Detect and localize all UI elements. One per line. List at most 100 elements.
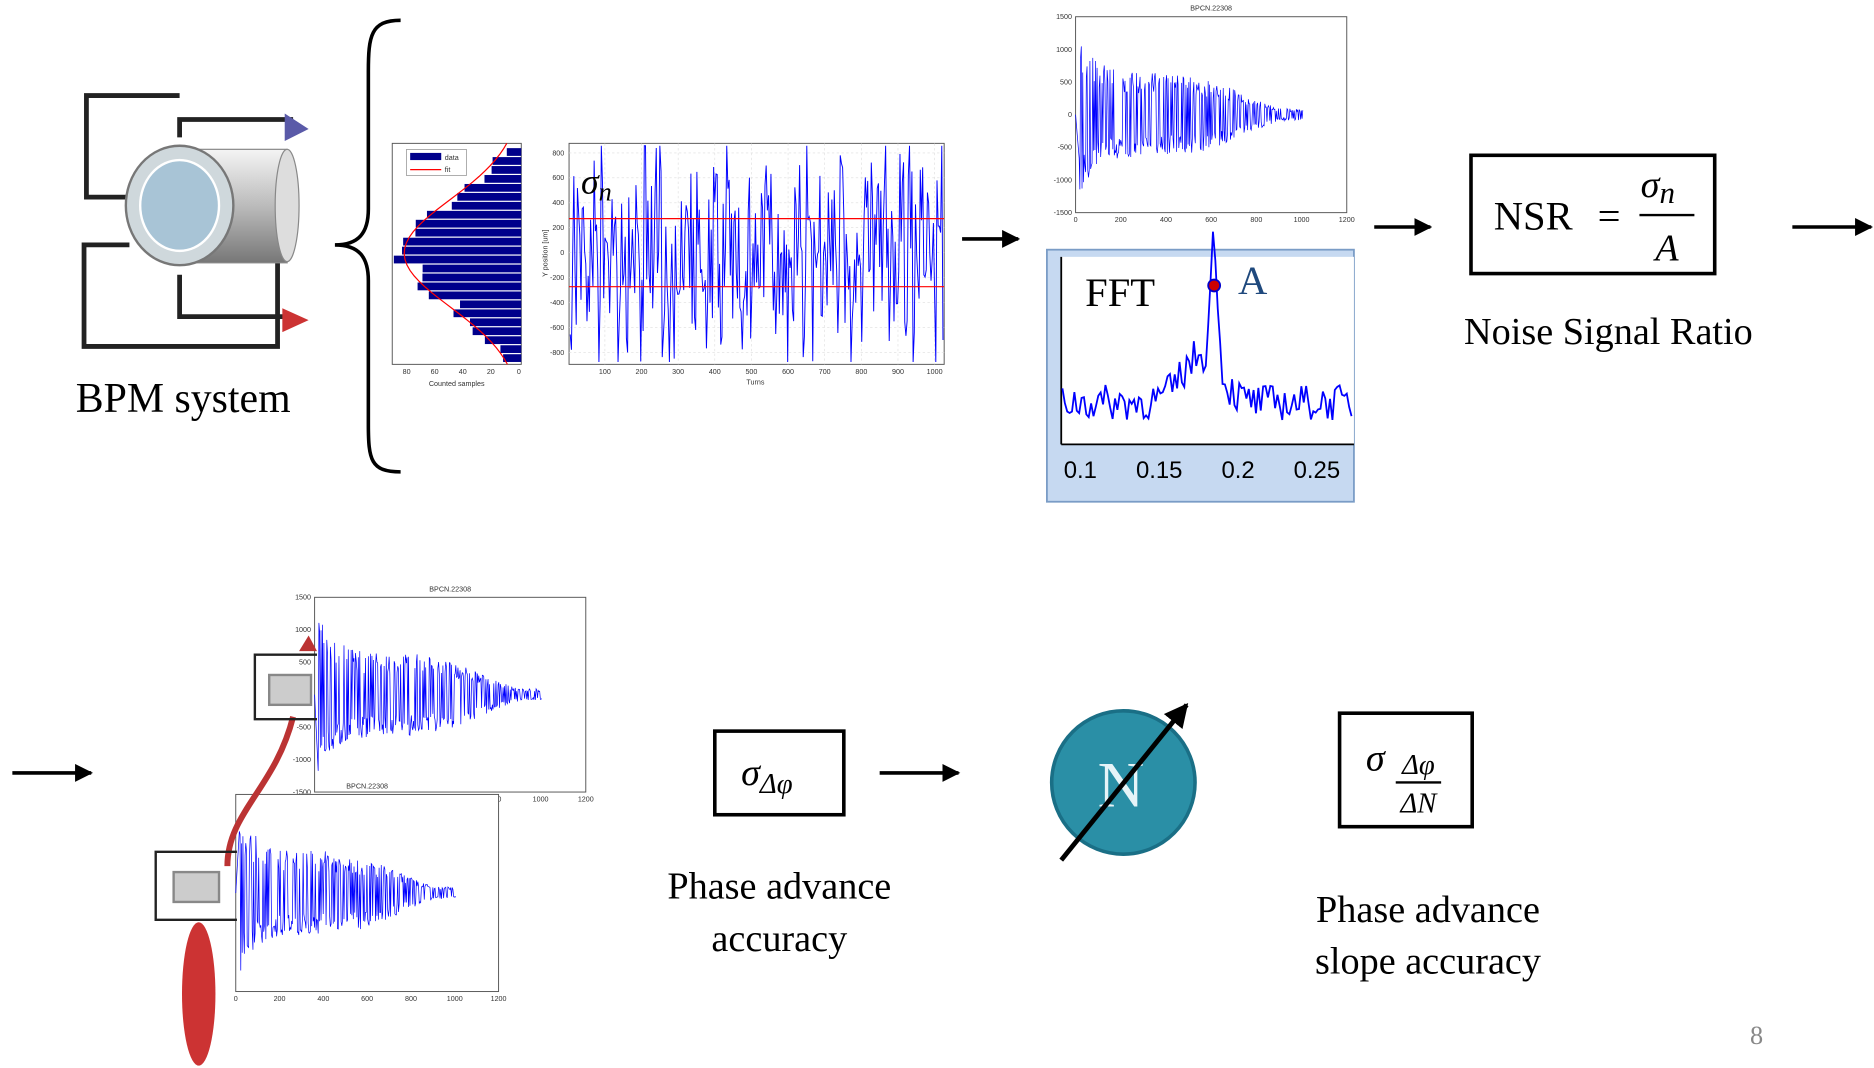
histogram-bar (415, 229, 521, 237)
denominator: ΔN (1399, 787, 1438, 819)
x-tick-label: 0.25 (1294, 457, 1340, 484)
histogram-bar (423, 265, 522, 273)
x-tick-label: 1000 (447, 995, 463, 1003)
nsr-caption: Noise Signal Ratio (1464, 311, 1753, 353)
x-tick-label: 0.1 (1064, 457, 1097, 484)
histogram-bar (460, 300, 521, 308)
x-tick-label: 200 (636, 368, 648, 376)
x-tick-label: 0.15 (1136, 457, 1182, 484)
y-label: Y position [um] (542, 230, 550, 277)
legend-entry: data (445, 154, 459, 162)
symbol: σ (1366, 738, 1387, 780)
x-tick-label: 700 (819, 368, 831, 376)
fft-peak (1208, 280, 1220, 292)
x-label: Turns (746, 379, 764, 387)
y-tick-label: 800 (552, 149, 564, 157)
y-tick-label: 200 (552, 224, 564, 232)
caption: accuracy (711, 918, 847, 960)
y-tick-label: -500 (1058, 144, 1072, 152)
x-tick-label: 400 (317, 995, 329, 1003)
histogram-bar (507, 148, 521, 156)
histogram-bar (418, 283, 522, 291)
y-tick-label: -200 (550, 274, 564, 282)
histogram-bar (416, 220, 522, 228)
x-tick-label: 1200 (578, 796, 594, 804)
y-tick-label: 400 (552, 199, 564, 207)
x-tick-label: 800 (855, 368, 867, 376)
histogram-bar (422, 274, 521, 282)
x-tick-label: 200 (1115, 216, 1127, 224)
x-label: Counted samples (429, 380, 485, 388)
x-tick-label: 800 (405, 995, 417, 1003)
caption: Phase advance (1316, 889, 1540, 931)
x-tick-label: 600 (361, 995, 373, 1003)
y-tick-label: -1000 (293, 756, 311, 764)
x-tick-label: 0.2 (1221, 457, 1254, 484)
x-tick-label: 1200 (1339, 216, 1355, 224)
denominator: A (1652, 227, 1679, 269)
histogram-bar (457, 193, 521, 201)
y-tick-label: 1000 (1056, 46, 1072, 54)
x-tick-label: 400 (1160, 216, 1172, 224)
y-tick-label: 1500 (1056, 13, 1072, 21)
legend-entry: fit (445, 166, 451, 174)
subscript: Δφ (759, 768, 793, 800)
symbol: σ (741, 752, 762, 794)
histogram-bar (465, 184, 522, 192)
sigma-dphi: σΔφ (741, 752, 793, 800)
x-tick-label: 80 (403, 368, 411, 376)
legend-swatch (410, 153, 441, 160)
histogram-bar (492, 166, 522, 174)
caption: Phase advance (667, 865, 891, 907)
x-tick-label: 200 (274, 995, 286, 1003)
subscript: n (1659, 175, 1675, 210)
histogram-bar (500, 345, 521, 353)
histogram-bar (452, 202, 521, 210)
nsr-lhs: NSR (1494, 193, 1574, 238)
symbol: σ (1641, 164, 1662, 206)
y-tick-label: 0 (1068, 111, 1072, 119)
y-tick-label: -1000 (1054, 176, 1072, 184)
page-number: 8 (1750, 1021, 1763, 1050)
bpm-label: BPM system (76, 376, 291, 422)
y-tick-label: -1500 (1054, 209, 1072, 217)
x-tick-label: 0 (517, 368, 521, 376)
bpm-icon (84, 96, 299, 347)
peak-label: A (1238, 258, 1268, 303)
x-tick-label: 400 (709, 368, 721, 376)
y-tick-label: 1500 (295, 594, 311, 602)
y-tick-label: -400 (550, 299, 564, 307)
y-tick-label: 600 (552, 174, 564, 182)
plot-title: BPCN.22308 (429, 585, 471, 593)
bpm-arrow (285, 113, 309, 140)
x-tick-label: 600 (782, 368, 794, 376)
histogram-bar (403, 238, 521, 246)
x-tick-label: 1000 (927, 368, 943, 376)
subscript: n (599, 178, 612, 207)
brace (335, 20, 401, 472)
red-bunch (182, 922, 215, 1065)
y-tick-label: 1000 (295, 626, 311, 634)
x-tick-label: 500 (745, 368, 757, 376)
histogram-bar (429, 291, 521, 299)
histogram-bar (394, 256, 521, 264)
histogram-bar (484, 175, 521, 183)
histogram-bar (427, 211, 521, 219)
fft-label: FFT (1085, 270, 1155, 315)
y-tick-label: 0 (560, 249, 564, 257)
x-tick-label: 0 (234, 995, 238, 1003)
x-tick-label: 800 (1250, 216, 1262, 224)
y-tick-label: -500 (297, 724, 311, 732)
histogram-bar (470, 318, 521, 326)
histogram-bar (454, 309, 522, 317)
x-tick-label: 1000 (533, 796, 549, 804)
x-tick-label: 300 (672, 368, 684, 376)
numerator: Δφ (1401, 749, 1435, 781)
slide: BPM system 806040200 data fit Counted sa… (0, 0, 1874, 1068)
equals: = (1598, 193, 1621, 238)
bpm-arrow (282, 308, 308, 332)
x-tick-label: 900 (892, 368, 904, 376)
plot-title: BPCN.22308 (346, 782, 388, 790)
x-tick-label: 600 (1205, 216, 1217, 224)
y-tick-label: -600 (550, 324, 564, 332)
